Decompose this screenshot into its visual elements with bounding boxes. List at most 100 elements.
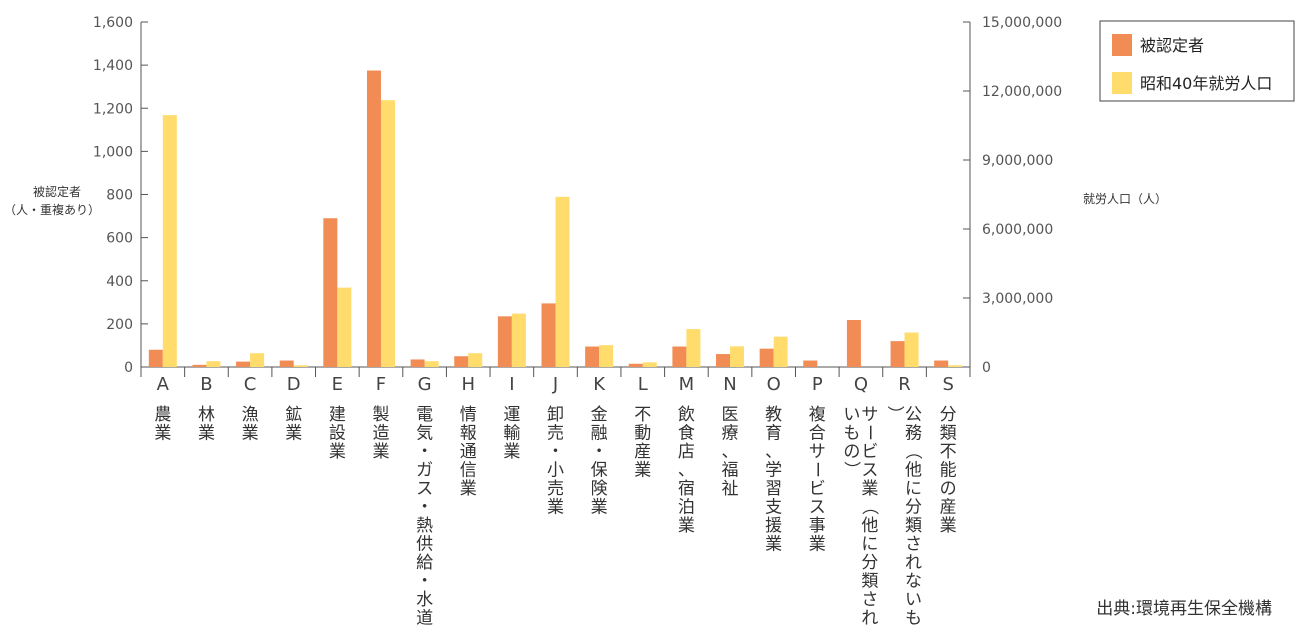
left-tick-label-7: 1,400 [93,58,133,74]
bar-workforce-O [773,336,788,367]
category-name-char: 業 [460,479,477,499]
category-letter-I: I [509,374,514,395]
right-tick-label-5: 15,000,000 [982,15,1062,31]
category-name-char: ー [859,424,879,441]
category-name-char: 合 [809,424,826,444]
category-name-char: サ [861,405,878,425]
category-name-char: 設 [329,424,346,444]
category-name-char: （ [903,443,923,460]
category-name-char: れ [861,609,878,625]
right-tick-label-4: 12,000,000 [982,84,1062,100]
category-name-char: 輸 [503,424,520,444]
bar-workforce-A [162,115,177,368]
category-name-char: い [843,405,860,425]
category-name-char: 融 [591,424,608,444]
bar-recognized-F [366,70,381,367]
category-name-char: 務 [905,424,922,444]
right-tick-label-0: 0 [982,360,991,376]
category-name-char: も [905,609,922,625]
category-name-char: 造 [372,424,389,444]
category-name-char: 信 [460,461,477,481]
bar-recognized-J [541,303,556,367]
bar-workforce-I [511,313,526,367]
bar-recognized-H [454,356,469,367]
left-tick-label-2: 400 [106,274,133,290]
category-letter-F: F [376,374,386,395]
bar-workforce-N [730,346,745,367]
category-name-char: ビ [809,479,826,499]
category-name-R: 公務（他に分類されないもの） [885,405,923,625]
legend: 被認定者 昭和40年就労人口 [1099,20,1295,102]
category-name-char: ・ [416,442,433,462]
category-name-char: 動 [634,424,651,444]
bar-workforce-E [337,287,352,367]
category-name-char: 業 [285,424,302,444]
bar-recognized-C [236,361,251,367]
bar-workforce-B [206,361,221,367]
bar-workforce-J [555,196,570,367]
legend-label-recognized: 被認定者 [1140,36,1204,55]
category-name-char: 、 [765,442,782,462]
category-name-char: 医 [722,405,739,425]
category-name-char: ・ [416,498,433,518]
category-name-F: 製造業 [372,405,389,462]
left-axis-title-line-1: 被認定者 [33,184,81,199]
category-name-char: 業 [940,516,957,536]
bar-workforce-K [599,345,614,367]
category-name-char: 類 [940,424,957,444]
category-name-char: ス [416,479,433,499]
category-labels: A農業B林業C漁業D鉱業E建設業F製造業G電気・ガス・熱供給・水道業H情報通信業… [154,374,956,625]
category-name-char: 業 [765,535,782,555]
category-name-char: 育 [765,424,782,444]
category-name-char: 鉱 [285,405,302,425]
category-name-char: ・ [591,442,608,462]
category-name-K: 金融・保険業 [591,405,608,518]
category-name-char: 熱 [416,516,433,536]
category-name-char: 業 [678,516,695,536]
category-name-char: （ [859,498,879,515]
category-name-char: 小 [547,461,564,481]
category-name-char: も [843,424,860,444]
category-name-char: の [843,442,860,462]
category-name-char: 療 [722,424,739,444]
legend-label-workforce: 昭和40年就労人口 [1140,74,1272,93]
category-name-char: 運 [503,405,520,425]
bar-workforce-D [293,365,308,367]
category-letter-M: M [679,374,695,395]
category-letter-J: J [552,374,558,395]
category-name-M: 飲食店、宿泊業 [678,405,695,536]
category-letter-R: R [898,374,911,395]
category-name-char: の [940,479,957,499]
bar-recognized-Q [846,319,861,367]
right-tick-label-3: 9,000,000 [982,153,1053,169]
left-tick-label-3: 600 [106,231,133,247]
category-name-J: 卸売・小売業 [547,405,564,518]
bar-recognized-B [192,364,207,367]
category-name-char: 食 [678,424,695,444]
category-name-char: 気 [416,424,433,444]
category-name-char: 業 [329,442,346,462]
category-name-char: 祉 [722,479,739,499]
category-name-char: 他 [905,461,922,481]
category-name-char: ー [806,461,826,478]
bar-recognized-G [410,359,425,367]
category-name-char: 水 [416,590,433,610]
bar-recognized-D [279,360,294,367]
category-letter-H: H [461,374,475,395]
category-name-char: 売 [547,479,564,499]
category-name-char: 業 [861,479,878,499]
category-name-char: 情 [460,405,477,425]
category-letter-B: B [200,374,212,395]
category-name-char: サ [809,442,826,462]
category-name-char: 漁 [242,405,259,425]
category-name-char: ス [809,498,826,518]
category-name-char: ガ [416,461,433,481]
category-name-char: 福 [722,461,739,481]
right-tick-label-1: 3,000,000 [982,291,1053,307]
category-letter-K: K [593,374,606,395]
category-name-char: 事 [809,516,826,536]
category-name-char: 業 [503,442,520,462]
category-name-char: 泊 [678,498,695,518]
category-name-char: れ [905,553,922,573]
